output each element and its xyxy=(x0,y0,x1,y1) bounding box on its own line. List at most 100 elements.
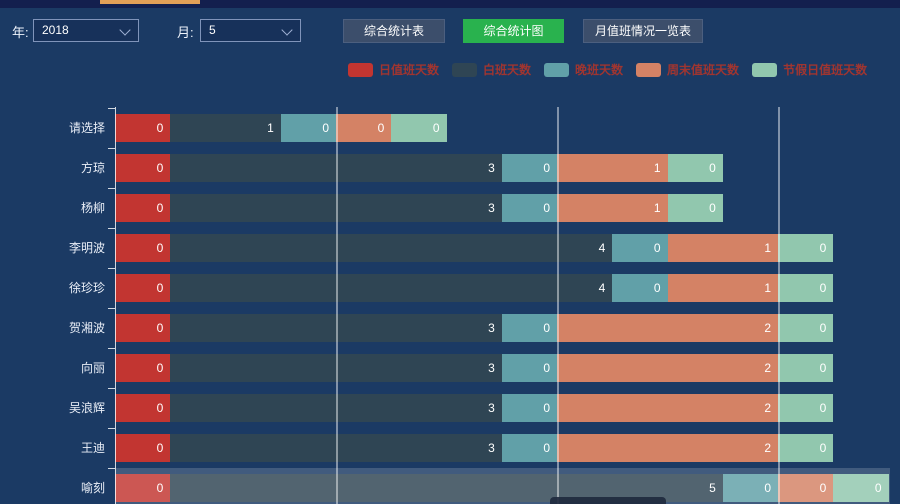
chart-row: 0 3 0 2 0 xyxy=(115,434,834,462)
bar-value-label: 3 xyxy=(488,401,495,415)
bar-segment[interactable]: 0 xyxy=(778,274,834,302)
bar-value-label: 0 xyxy=(543,361,550,375)
monthly-duty-list-button[interactable]: 月值班情况一览表 xyxy=(583,19,703,43)
bar-value-label: 1 xyxy=(267,121,274,135)
x-gridline xyxy=(778,107,780,504)
legend-item-night-shift[interactable]: 晚班天数 xyxy=(544,61,623,78)
bar-segment[interactable]: 1 xyxy=(557,154,668,182)
axis-tick xyxy=(108,188,115,189)
bar-segment[interactable]: 3 xyxy=(170,154,502,182)
bar-segment[interactable]: 0 xyxy=(778,234,834,262)
summary-chart-button[interactable]: 综合统计图 xyxy=(463,19,564,43)
bar-segment[interactable]: 0 xyxy=(778,474,834,502)
bar-segment[interactable]: 2 xyxy=(557,314,778,342)
bar-value-label: 3 xyxy=(488,161,495,175)
bar-segment[interactable]: 0 xyxy=(501,394,557,422)
chart-row: 0 3 0 1 0 xyxy=(115,154,723,182)
month-label: 月: xyxy=(177,25,194,40)
bar-segment[interactable]: 0 xyxy=(115,314,171,342)
axis-tick xyxy=(108,148,115,149)
bar-value-label: 1 xyxy=(653,201,661,215)
bar-segment[interactable]: 0 xyxy=(115,194,171,222)
bar-value-label: 0 xyxy=(819,401,827,415)
category-label: 李明波 xyxy=(68,241,105,255)
category-label: 请选择 xyxy=(68,121,105,135)
bar-segment[interactable]: 0 xyxy=(667,154,723,182)
bar-value-label: 2 xyxy=(764,361,771,375)
bar-segment[interactable]: 3 xyxy=(170,354,502,382)
bar-segment[interactable]: 1 xyxy=(170,114,281,142)
bar-segment[interactable]: 2 xyxy=(557,394,778,422)
bar-value-label: 0 xyxy=(543,401,550,415)
bar-segment[interactable]: 0 xyxy=(115,474,171,502)
bar-value-label: 2 xyxy=(764,401,771,415)
bar-segment[interactable]: 0 xyxy=(778,434,834,462)
bar-segment[interactable]: 0 xyxy=(115,354,171,382)
bar-segment[interactable]: 0 xyxy=(501,154,557,182)
bar-value-label: 0 xyxy=(819,281,827,295)
chart-row: 0 3 0 2 0 xyxy=(115,314,834,342)
bar-segment[interactable]: 0 xyxy=(612,234,668,262)
bar-value-label: 0 xyxy=(819,481,827,495)
bar-segment[interactable]: 1 xyxy=(557,194,668,222)
bar-segment[interactable]: 4 xyxy=(170,234,613,262)
bar-value-label: 0 xyxy=(322,121,329,135)
axis-tick xyxy=(108,108,115,109)
bar-value-label: 0 xyxy=(543,161,550,175)
hover-highlight-band xyxy=(115,468,890,504)
bar-value-label: 4 xyxy=(598,241,606,255)
bar-value-label: 0 xyxy=(819,361,827,375)
bar-value-label: 0 xyxy=(156,161,164,175)
bar-segment[interactable]: 0 xyxy=(115,394,171,422)
bar-segment[interactable]: 0 xyxy=(778,314,834,342)
active-tab-indicator xyxy=(100,0,200,4)
axis-tick xyxy=(108,428,115,429)
bar-value-label: 3 xyxy=(488,441,495,455)
bar-segment[interactable]: 0 xyxy=(722,474,778,502)
bar-segment[interactable]: 0 xyxy=(280,114,336,142)
top-strip xyxy=(0,0,900,8)
bar-segment[interactable]: 1 xyxy=(667,274,778,302)
bar-segment[interactable]: 0 xyxy=(115,234,171,262)
legend-item-day-duty[interactable]: 日值班天数 xyxy=(348,61,439,78)
bar-segment[interactable]: 0 xyxy=(501,434,557,462)
legend-item-day-shift[interactable]: 白班天数 xyxy=(452,61,531,78)
chevron-down-icon xyxy=(281,24,293,36)
bar-segment[interactable]: 0 xyxy=(778,394,834,422)
bar-segment[interactable]: 0 xyxy=(336,114,392,142)
category-label: 吴浪辉 xyxy=(68,401,105,415)
bar-segment[interactable]: 1 xyxy=(667,234,778,262)
bar-segment[interactable]: 4 xyxy=(170,274,613,302)
bar-segment[interactable]: 0 xyxy=(501,314,557,342)
bar-segment[interactable]: 0 xyxy=(115,114,171,142)
chart-row: 0 4 0 1 0 xyxy=(115,274,834,302)
bar-segment[interactable]: 0 xyxy=(833,474,889,502)
bar-segment[interactable]: 0 xyxy=(391,114,447,142)
bar-segment[interactable]: 0 xyxy=(115,434,171,462)
bar-segment[interactable]: 3 xyxy=(170,314,502,342)
bar-segment[interactable]: 3 xyxy=(170,194,502,222)
y-axis-line xyxy=(115,107,116,504)
bar-segment[interactable]: 0 xyxy=(501,194,557,222)
bar-segment[interactable]: 0 xyxy=(612,274,668,302)
bar-value-label: 0 xyxy=(653,241,661,255)
bar-segment[interactable]: 2 xyxy=(557,354,778,382)
month-select[interactable]: 5 xyxy=(200,19,301,42)
chart-row: 0 4 0 1 0 xyxy=(115,234,834,262)
chevron-down-icon xyxy=(119,24,131,36)
summary-table-button[interactable]: 综合统计表 xyxy=(343,19,445,43)
bar-segment[interactable]: 0 xyxy=(501,354,557,382)
legend-item-holiday-duty[interactable]: 节假日值班天数 xyxy=(752,61,867,78)
bar-segment[interactable]: 0 xyxy=(778,354,834,382)
bar-segment[interactable]: 3 xyxy=(170,394,502,422)
bar-value-label: 3 xyxy=(488,321,495,335)
bar-segment[interactable]: 0 xyxy=(667,194,723,222)
legend-item-weekend-duty[interactable]: 周末值班天数 xyxy=(636,61,739,78)
bar-value-label: 0 xyxy=(543,321,550,335)
bar-segment[interactable]: 3 xyxy=(170,434,502,462)
bar-segment[interactable]: 2 xyxy=(557,434,778,462)
bar-value-label: 0 xyxy=(709,201,716,215)
bar-segment[interactable]: 0 xyxy=(115,154,171,182)
bar-segment[interactable]: 0 xyxy=(115,274,171,302)
year-select[interactable]: 2018 xyxy=(33,19,139,42)
